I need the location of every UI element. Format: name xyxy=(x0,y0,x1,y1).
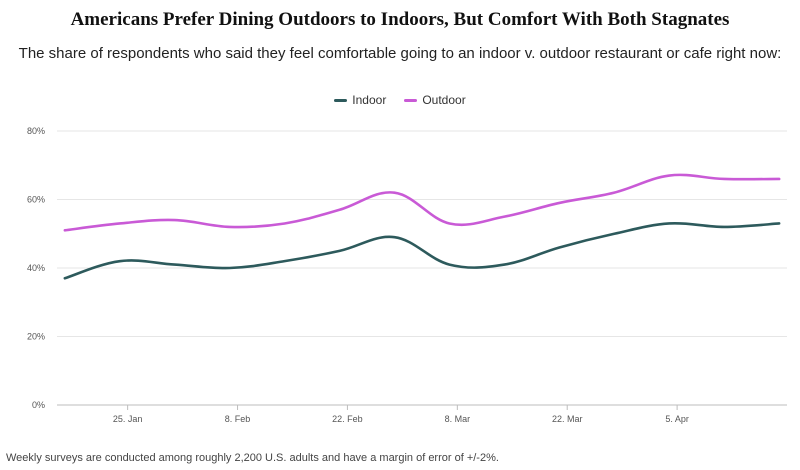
data-point-indoor: Indoor: 41% xyxy=(443,259,455,271)
data-point-indoor: Indoor: 53% xyxy=(773,217,785,229)
source-note: Weekly surveys are conducted among rough… xyxy=(6,452,499,464)
legend-label-outdoor: Outdoor xyxy=(422,93,466,107)
x-tick-label: 8. Mar xyxy=(445,414,471,424)
legend-item-indoor[interactable]: Indoor xyxy=(334,93,386,107)
legend-swatch-outdoor xyxy=(404,98,418,102)
data-point-outdoor: Outdoor: 62% xyxy=(608,187,620,199)
series-line-outdoor xyxy=(63,173,781,232)
y-tick-label: 80% xyxy=(27,126,45,136)
data-point-indoor: Indoor: 42% xyxy=(279,255,291,267)
y-tick-label: 0% xyxy=(32,400,45,410)
data-point-indoor: Indoor: 41% xyxy=(169,259,181,271)
x-tick-label: 5. Apr xyxy=(665,414,689,424)
data-point-outdoor: Outdoor: 66% xyxy=(773,173,785,185)
chart-title: Americans Prefer Dining Outdoors to Indo… xyxy=(70,9,730,30)
data-point-outdoor: Outdoor: 53% xyxy=(114,217,126,229)
data-point-outdoor: Outdoor: 57% xyxy=(334,204,346,216)
data-point-outdoor: Outdoor: 51% xyxy=(59,224,71,236)
chart-subtitle: The share of respondents who said they f… xyxy=(18,45,782,62)
data-point-outdoor: Outdoor: 53% xyxy=(443,217,455,229)
data-point-indoor: Indoor: 53% xyxy=(663,217,675,229)
data-point-outdoor: Outdoor: 67% xyxy=(663,170,675,182)
legend-swatch-indoor xyxy=(334,98,348,102)
data-point-outdoor: Outdoor: 59% xyxy=(553,197,565,209)
y-tick-label: 20% xyxy=(27,332,45,342)
data-point-outdoor: Outdoor: 54% xyxy=(169,214,181,226)
data-point-indoor: Indoor: 42% xyxy=(114,255,126,267)
x-tick-label: 25. Jan xyxy=(113,414,143,424)
data-point-indoor: Indoor: 46% xyxy=(553,241,565,253)
data-point-indoor: Indoor: 37% xyxy=(59,272,71,284)
data-point-indoor: Indoor: 40% xyxy=(224,262,236,274)
y-tick-label: 40% xyxy=(27,263,45,273)
data-point-indoor: Indoor: 45% xyxy=(334,245,346,257)
data-point-outdoor: Outdoor: 62% xyxy=(389,187,401,199)
data-point-indoor: Indoor: 50% xyxy=(608,228,620,240)
y-tick-label: 60% xyxy=(27,195,45,205)
data-point-indoor: Indoor: 49% xyxy=(389,231,401,243)
legend-item-outdoor[interactable]: Outdoor xyxy=(404,93,466,107)
data-point-indoor: Indoor: 41% xyxy=(498,259,510,271)
series-line-indoor xyxy=(63,221,781,280)
data-point-outdoor: Outdoor: 55% xyxy=(498,211,510,223)
data-point-outdoor: Outdoor: 52% xyxy=(224,221,236,233)
legend-label-indoor: Indoor xyxy=(352,93,387,107)
data-point-outdoor: Outdoor: 66% xyxy=(718,173,730,185)
x-tick-label: 22. Feb xyxy=(332,414,363,424)
data-point-indoor: Indoor: 52% xyxy=(718,221,730,233)
legend: Indoor Outdoor xyxy=(0,93,800,107)
x-tick-label: 22. Mar xyxy=(552,414,583,424)
data-point-outdoor: Outdoor: 53% xyxy=(279,217,291,229)
x-tick-label: 8. Feb xyxy=(225,414,251,424)
